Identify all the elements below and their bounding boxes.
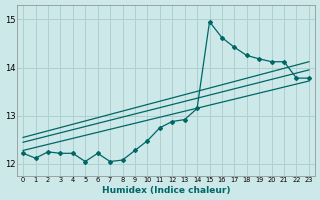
X-axis label: Humidex (Indice chaleur): Humidex (Indice chaleur) <box>102 186 230 195</box>
